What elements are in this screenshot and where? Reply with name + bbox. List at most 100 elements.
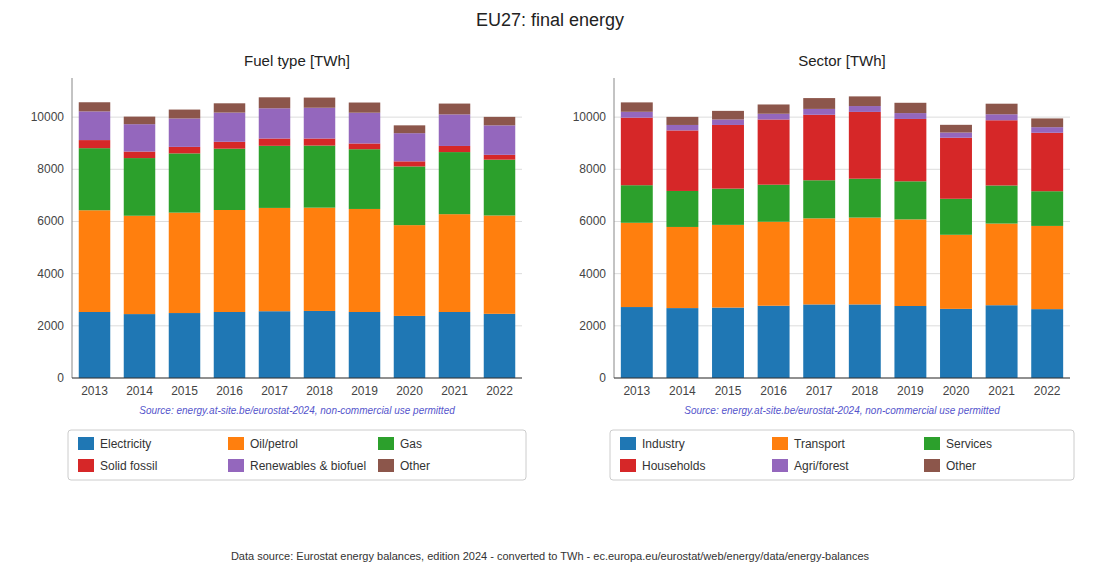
x-axis-line (614, 378, 1070, 379)
x-tick-label: 2014 (669, 384, 696, 398)
bar-segment (394, 166, 426, 225)
legend-label: Services (946, 437, 992, 451)
bar-segment (484, 125, 516, 154)
bars (79, 97, 516, 378)
legend-swatch (378, 437, 394, 450)
bar-segment (169, 213, 201, 313)
bar-segment (394, 316, 426, 378)
chart-panel: 0200040006000800010000201320142015201620… (573, 52, 1074, 480)
bar-segment (394, 133, 426, 161)
bar-segment (894, 219, 926, 306)
legend-swatch (620, 437, 636, 450)
bar-segment (621, 223, 653, 307)
bar-segment (803, 180, 835, 218)
x-tick-label: 2021 (988, 384, 1015, 398)
x-tick-label: 2016 (216, 384, 243, 398)
bar-segment (79, 111, 111, 140)
legend-label: Agri/forest (794, 459, 849, 473)
bar-segment (439, 214, 471, 312)
chart-panel: 0200040006000800010000201320142015201620… (31, 52, 526, 480)
y-tick-label: 4000 (579, 267, 606, 281)
legend-label: Electricity (100, 437, 151, 451)
bar-segment (1031, 133, 1063, 191)
chart-title: Sector [TWh] (798, 52, 886, 69)
bar-segment (1031, 309, 1063, 378)
legend-swatch (228, 459, 244, 472)
bar-segment (758, 114, 790, 120)
bar-segment (986, 305, 1018, 378)
bar-segment (394, 161, 426, 166)
bar-segment (894, 306, 926, 378)
bar-segment (1031, 118, 1063, 127)
bar-segment (803, 218, 835, 304)
legend-label: Solid fossil (100, 459, 157, 473)
bar-segment (169, 118, 201, 146)
bar-segment (124, 216, 156, 314)
x-tick-label: 2017 (261, 384, 288, 398)
bar-segment (803, 115, 835, 180)
bar-segment (349, 149, 381, 209)
bar-segment (986, 114, 1018, 120)
bars (621, 96, 1063, 378)
bar-segment (849, 112, 881, 179)
bar-segment (940, 199, 972, 235)
bar-segment (484, 314, 516, 378)
x-tick-label: 2022 (486, 384, 513, 398)
bar-segment (1031, 226, 1063, 309)
bar-segment (621, 185, 653, 223)
bar-segment (758, 119, 790, 184)
bar-segment (712, 111, 744, 120)
x-tick-label: 2017 (806, 384, 833, 398)
legend-label: Industry (642, 437, 685, 451)
bar-segment (621, 118, 653, 186)
legend-label: Oil/petrol (250, 437, 298, 451)
x-axis-line (72, 378, 522, 379)
bar-segment (758, 104, 790, 113)
bar-segment (849, 96, 881, 106)
legend-swatch (772, 437, 788, 450)
legend-label: Other (946, 459, 976, 473)
y-tick-label: 2000 (37, 319, 64, 333)
legend-swatch (772, 459, 788, 472)
grid-line (72, 378, 522, 379)
legend-swatch (78, 459, 94, 472)
bar-segment (214, 113, 246, 142)
bar-segment (940, 125, 972, 133)
bar-segment (849, 106, 881, 112)
bar-segment (986, 224, 1018, 306)
x-tick-label: 2021 (441, 384, 468, 398)
bar-segment (79, 210, 111, 312)
bar-segment (349, 113, 381, 144)
bar-segment (304, 139, 336, 146)
bar-segment (394, 225, 426, 316)
legend-swatch (78, 437, 94, 450)
bar-segment (214, 312, 246, 378)
x-tick-label: 2018 (851, 384, 878, 398)
bar-segment (712, 225, 744, 308)
legend-label: Other (400, 459, 430, 473)
bar-segment (484, 215, 516, 313)
bar-segment (712, 119, 744, 124)
x-tick-label: 2014 (126, 384, 153, 398)
bar-segment (214, 210, 246, 312)
y-axis-line (72, 78, 73, 378)
bar-segment (259, 97, 291, 108)
bar-segment (621, 112, 653, 118)
legend-label: Transport (794, 437, 846, 451)
x-tick-label: 2013 (81, 384, 108, 398)
bar-segment (894, 119, 926, 181)
source-note: Source: energy.at-site.be/eurostat-2024,… (139, 405, 455, 416)
y-tick-label: 4000 (37, 267, 64, 281)
bar-segment (439, 114, 471, 146)
bar-segment (214, 142, 246, 149)
chart-root: EU27: final energyData source: Eurostat … (0, 0, 1100, 572)
legend-swatch (228, 437, 244, 450)
bar-segment (484, 155, 516, 160)
bar-segment (986, 120, 1018, 185)
y-tick-label: 0 (57, 371, 64, 385)
bar-segment (304, 311, 336, 378)
x-tick-label: 2019 (351, 384, 378, 398)
y-tick-label: 2000 (579, 319, 606, 333)
bar-segment (259, 108, 291, 138)
bar-segment (1031, 127, 1063, 133)
